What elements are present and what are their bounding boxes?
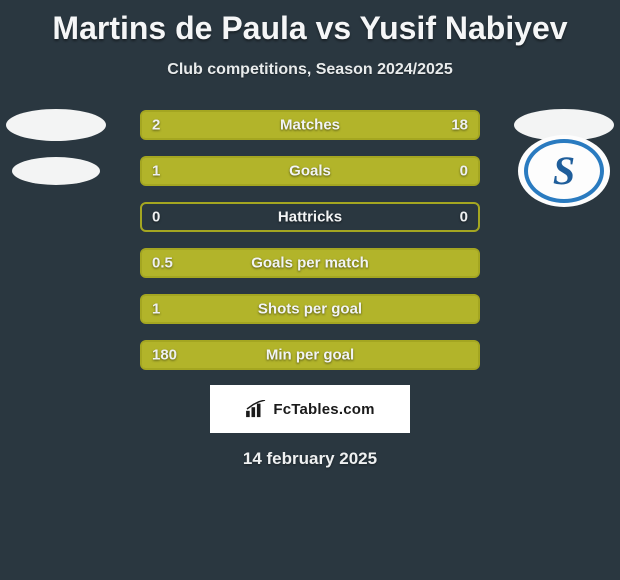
stats-container: 2 18 Matches 1 0 Goals S 0 0 Hattricks 0.5 Goals pe… [0, 109, 620, 371]
stat-value-left: 180 [152, 347, 177, 364]
stat-value-left: 1 [152, 163, 160, 180]
date-text: 14 february 2025 [0, 449, 620, 469]
stat-label: Hattricks [278, 209, 342, 226]
club-logo-letter: S [553, 151, 575, 191]
stat-bar: 0 0 Hattricks [140, 202, 480, 232]
stat-value-left: 1 [152, 301, 160, 318]
right-badge-slot [514, 305, 614, 405]
stat-bar: 0.5 Goals per match [140, 248, 480, 278]
stat-value-right: 0 [460, 163, 468, 180]
branding-text: FcTables.com [273, 401, 374, 418]
chart-icon [245, 400, 267, 418]
stat-row: 180 Min per goal [0, 339, 620, 371]
stat-value-left: 0 [152, 209, 160, 226]
stat-label: Goals [289, 163, 331, 180]
page-title: Martins de Paula vs Yusif Nabiyev [0, 0, 620, 47]
stat-value-right: 0 [460, 209, 468, 226]
left-badge-slot [6, 305, 106, 405]
stat-bar: 180 Min per goal [140, 340, 480, 370]
stat-label: Goals per match [251, 255, 369, 272]
stat-label: Shots per goal [258, 301, 362, 318]
branding-box: FcTables.com [210, 385, 410, 433]
stat-value-left: 2 [152, 117, 160, 134]
stat-label: Matches [280, 117, 340, 134]
stat-value-left: 0.5 [152, 255, 173, 272]
stat-bar: 1 Shots per goal [140, 294, 480, 324]
stat-bar: 2 18 Matches [140, 110, 480, 140]
stat-label: Min per goal [266, 347, 354, 364]
stat-value-right: 18 [451, 117, 468, 134]
stat-bar: 1 0 Goals [140, 156, 480, 186]
